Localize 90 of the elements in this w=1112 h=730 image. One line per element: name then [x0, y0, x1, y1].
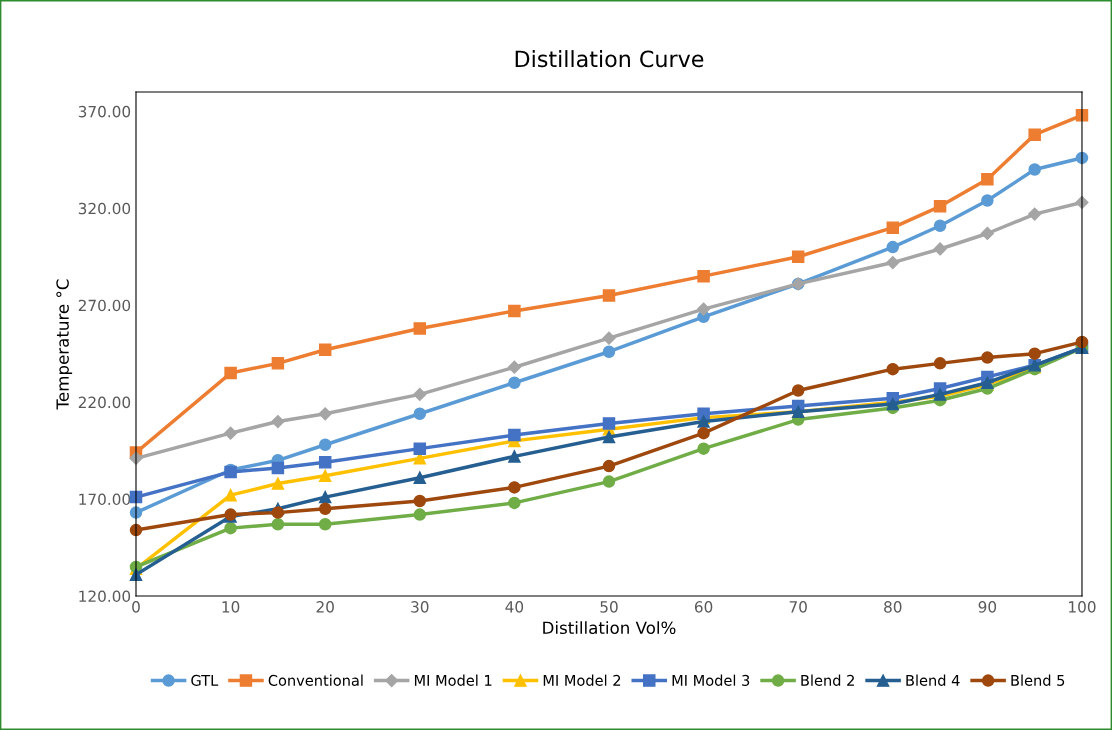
point — [507, 360, 521, 374]
x-tick-label: 30 — [411, 601, 429, 613]
chart-title: Distillation Curve — [515, 50, 704, 68]
x-tick-label: 90 — [978, 601, 997, 613]
point — [224, 366, 237, 380]
point — [271, 506, 285, 519]
point — [602, 459, 616, 473]
point — [602, 289, 616, 302]
point — [697, 442, 710, 455]
legend-label: MI Model 1 — [414, 674, 492, 686]
point — [791, 250, 805, 263]
x-tick-label: 60 — [694, 601, 713, 613]
point — [1028, 347, 1041, 360]
point — [602, 475, 616, 488]
point — [413, 407, 427, 421]
point — [933, 219, 947, 232]
x-axis-title: Distillation Vol% — [543, 621, 676, 635]
x-tick-label: 10 — [222, 601, 240, 613]
legend-label: MI Model 3 — [672, 674, 750, 686]
legend-label: Conventional — [268, 674, 363, 686]
x-tick-label: 0 — [132, 601, 140, 613]
point — [508, 376, 521, 389]
point — [271, 517, 285, 531]
point — [318, 502, 332, 515]
point — [271, 357, 285, 370]
point — [696, 302, 711, 316]
y-tick-label: 120.00 — [79, 590, 131, 602]
point — [981, 351, 994, 364]
point — [981, 194, 994, 207]
point — [602, 430, 616, 444]
point — [886, 255, 900, 270]
legend-label: Blend 2 — [801, 674, 854, 686]
point — [508, 496, 521, 510]
legend-label: Blend 5 — [1011, 674, 1065, 686]
point — [224, 488, 237, 502]
y-tick-label: 220.00 — [78, 396, 131, 409]
x-tick-label: 80 — [884, 601, 902, 613]
point — [697, 426, 710, 440]
point — [224, 426, 238, 440]
point — [980, 226, 994, 241]
y-axis-title: Temperature °C — [56, 279, 73, 410]
point — [508, 450, 521, 463]
point — [508, 428, 521, 442]
point — [1028, 163, 1041, 176]
point — [318, 343, 332, 357]
point — [318, 455, 332, 469]
point — [1028, 128, 1041, 141]
x-tick-label: 50 — [600, 601, 618, 613]
point — [697, 415, 710, 428]
point — [318, 490, 332, 504]
y-tick-label: 170.00 — [79, 493, 131, 506]
legend-label: Blend 4 — [906, 674, 960, 686]
point — [318, 407, 332, 421]
point — [602, 331, 616, 345]
point — [886, 240, 900, 254]
x-tick-label: 70 — [789, 601, 807, 613]
point — [508, 481, 521, 494]
point — [697, 269, 710, 283]
point — [413, 322, 427, 335]
point — [1028, 207, 1042, 221]
point — [318, 438, 332, 452]
y-tick-label: 370.00 — [78, 105, 131, 118]
legend-label: GTL — [191, 674, 219, 686]
x-tick-label: 100 — [1069, 601, 1096, 613]
point — [271, 477, 285, 490]
point — [413, 508, 427, 521]
point — [271, 461, 285, 475]
y-tick-label: 320.00 — [78, 202, 131, 215]
x-tick-label: 40 — [505, 601, 524, 613]
y-tick-label: 270.00 — [78, 299, 131, 312]
point — [318, 469, 332, 483]
point — [508, 304, 521, 318]
point — [413, 494, 427, 508]
point — [271, 414, 285, 429]
point — [224, 521, 237, 535]
point — [933, 200, 947, 213]
point — [886, 221, 900, 234]
point — [933, 357, 947, 370]
point — [318, 517, 332, 531]
point — [602, 417, 616, 430]
point — [413, 442, 427, 455]
point — [413, 471, 427, 484]
point — [791, 384, 805, 397]
point — [933, 242, 947, 256]
point — [413, 387, 427, 401]
point — [602, 345, 616, 358]
legend-label: MI Model 2 — [543, 674, 621, 686]
point — [981, 172, 994, 186]
point — [886, 362, 900, 376]
x-tick-label: 20 — [316, 601, 334, 613]
